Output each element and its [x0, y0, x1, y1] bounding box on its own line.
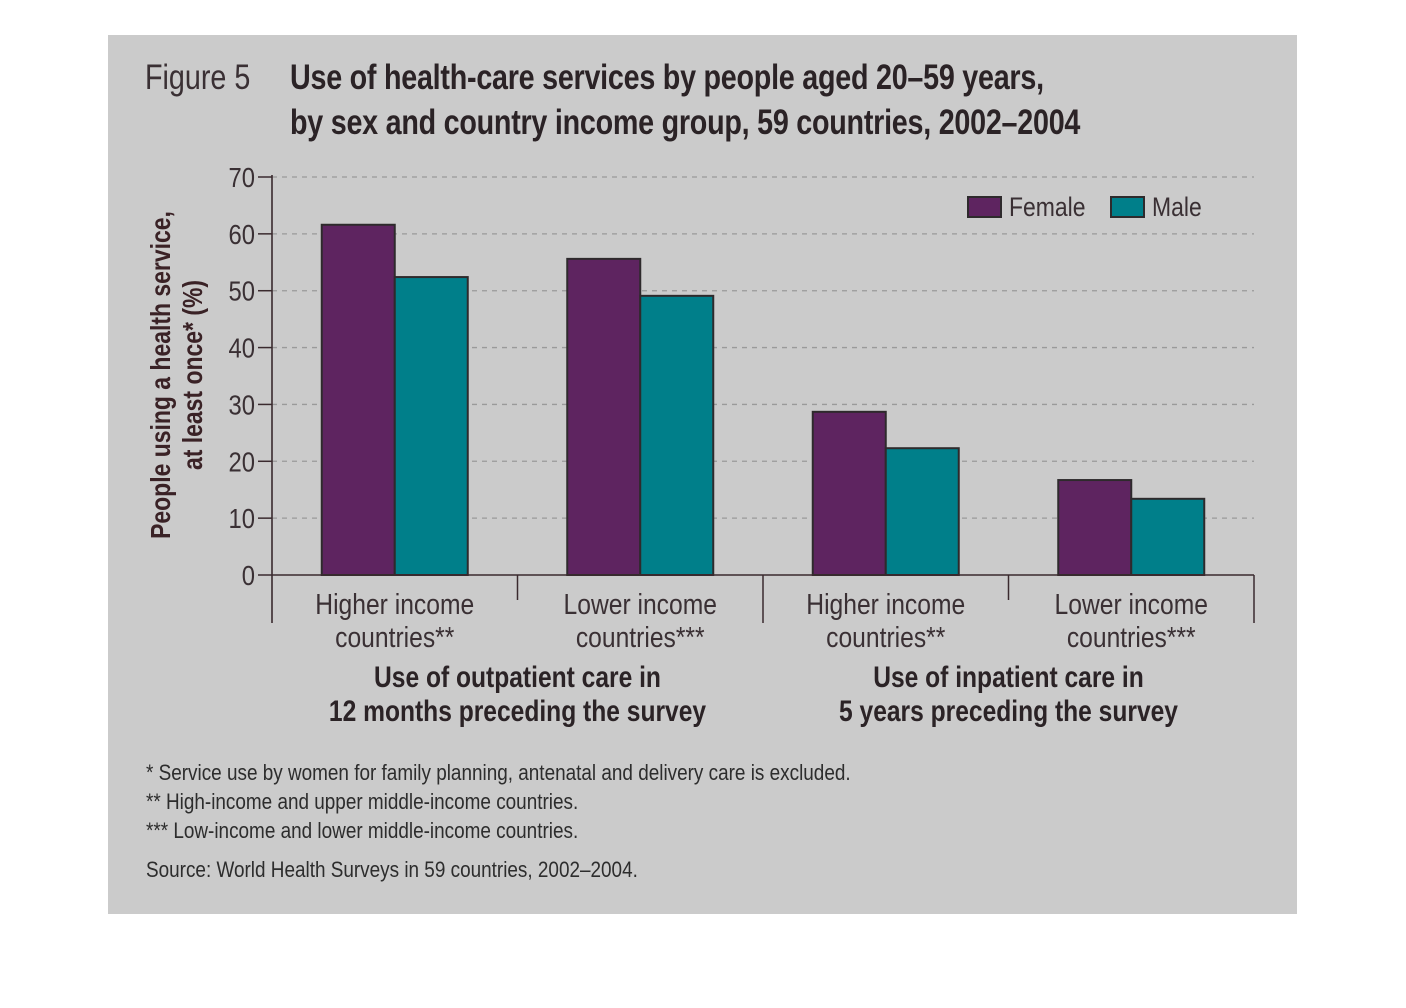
category-label: countries***	[576, 621, 705, 653]
y-tick-label: 50	[229, 275, 255, 307]
y-tick-label: 20	[229, 445, 255, 477]
legend-label-male: Male	[1152, 192, 1202, 222]
group-label: Use of outpatient care in	[374, 660, 661, 694]
bar-male-0	[393, 276, 469, 576]
footnote-2: ** High-income and upper middle-income c…	[146, 789, 579, 814]
chart-title-line-1: Use of health-care services by people ag…	[290, 58, 1044, 97]
bar-male-2	[884, 447, 960, 576]
bars	[320, 223, 1206, 577]
category-label: Lower income	[564, 588, 717, 620]
legend-swatch-female	[967, 196, 1002, 218]
source-note: Source: World Health Surveys in 59 count…	[146, 857, 638, 882]
bar-female-0	[320, 223, 396, 576]
bar-female-3	[1057, 479, 1133, 577]
y-axis-title-line-2: at least once* (%)	[178, 280, 209, 470]
y-axis-title-line-1: People using a health service,	[146, 211, 177, 539]
y-tick-label: 40	[229, 332, 255, 364]
footnote-1: * Service use by women for family planni…	[146, 760, 851, 785]
footnote-3: *** Low-income and lower middle-income c…	[146, 818, 579, 843]
group-label: Use of inpatient care in	[873, 660, 1144, 694]
bar-male-3	[1130, 497, 1206, 576]
y-axis-title: People using a health service, at least …	[146, 211, 209, 539]
y-tick-label: 70	[229, 161, 255, 193]
category-label: Higher income	[806, 588, 965, 620]
category-label: Higher income	[315, 588, 474, 620]
y-tick-label: 10	[229, 502, 255, 534]
category-label: countries**	[826, 621, 946, 653]
group-label: 12 months preceding the survey	[329, 694, 707, 728]
y-tick-label: 60	[229, 218, 255, 250]
legend: Female Male	[967, 192, 1202, 222]
y-tick-label: 30	[229, 389, 255, 421]
figure-label: Figure 5	[145, 58, 251, 97]
y-tick-labels: 0 10 20 30 40 50 60 70	[229, 161, 255, 591]
chart-title-line-2: by sex and country income group, 59 coun…	[290, 103, 1081, 142]
axes	[258, 175, 1255, 623]
bar-female-1	[566, 257, 642, 576]
category-label: countries**	[335, 621, 455, 653]
category-label: Lower income	[1055, 588, 1208, 620]
legend-swatch-male	[1110, 196, 1145, 218]
category-label: countries***	[1067, 621, 1196, 653]
bar-female-2	[811, 410, 887, 576]
group-label: 5 years preceding the survey	[839, 694, 1179, 728]
y-tick-label: 0	[242, 559, 255, 591]
legend-label-female: Female	[1009, 192, 1086, 222]
bar-male-1	[639, 294, 715, 576]
